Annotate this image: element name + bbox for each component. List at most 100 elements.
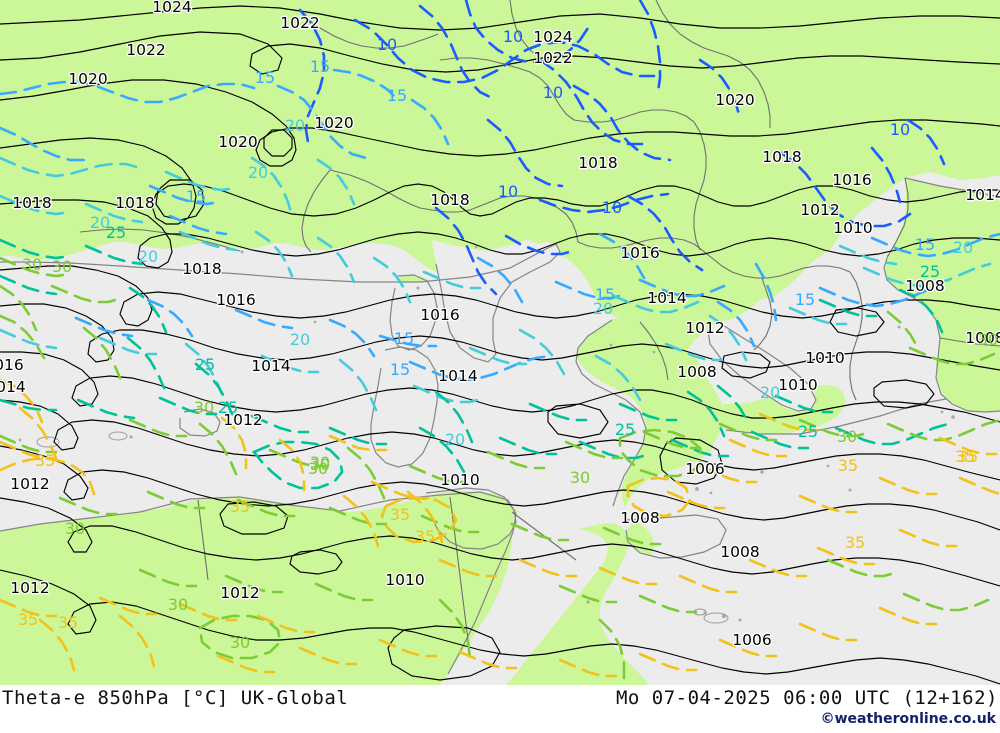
land-tunisia bbox=[428, 488, 516, 549]
isobar-label: 1008 bbox=[720, 543, 759, 561]
isobar-label: 1014 bbox=[647, 289, 686, 307]
thetae-label: 10 bbox=[377, 35, 397, 54]
thetae-label: 10 bbox=[543, 83, 563, 102]
isobar-label: 1016 bbox=[420, 306, 459, 324]
sea-adriatic bbox=[708, 322, 816, 411]
thetae-label: 25 bbox=[615, 420, 635, 439]
thetae-label: 30 bbox=[22, 255, 42, 274]
thetae-label: 20 bbox=[760, 383, 780, 402]
thetae-label: 25 bbox=[218, 398, 238, 417]
thetae-label: 20 bbox=[290, 330, 310, 349]
thetae-contour-25 bbox=[0, 238, 950, 490]
isobar-label: 1008 bbox=[905, 277, 944, 295]
thetae-label: 35 bbox=[58, 613, 78, 632]
thetae-label: 35 bbox=[35, 451, 55, 470]
isobar-label: 1020 bbox=[314, 114, 353, 132]
thetae-label: 30 bbox=[308, 459, 328, 478]
isobar-label: 1012 bbox=[10, 475, 49, 493]
isobar-label: 1014 bbox=[965, 186, 1000, 204]
thetae-label: 15 bbox=[310, 57, 330, 76]
thetae-label: 30 bbox=[230, 633, 250, 652]
isobar-labels: 1024102210241022102210201020102010201018… bbox=[0, 0, 1000, 650]
thetae-label: 10 bbox=[498, 182, 518, 201]
thetae-contour-30 bbox=[0, 256, 1000, 680]
thetae-contour-20 bbox=[0, 156, 992, 412]
isobar-label: 1010 bbox=[778, 376, 817, 394]
thetae-label: 30 bbox=[65, 519, 85, 538]
isobar-label: 1012 bbox=[800, 201, 839, 219]
isobar-label: 1006 bbox=[732, 631, 771, 649]
map-panel[interactable]: 1024 1022 1024 1022 1022 1020 1020 1020 1020 1018… bbox=[0, 0, 1000, 685]
isobar-label: 1014 bbox=[438, 367, 477, 385]
isobar-label: 1012 bbox=[223, 411, 262, 429]
thetae-label: 20 bbox=[248, 163, 268, 182]
isobar-label: 1010 bbox=[805, 349, 844, 367]
thetae-label: 35 bbox=[838, 456, 858, 475]
thetae-label: 35 bbox=[230, 497, 250, 516]
thetae-label: 35 bbox=[955, 447, 975, 466]
sea-ligurian bbox=[432, 240, 560, 362]
thetae-label: 20 bbox=[285, 116, 305, 135]
thetae-contour-35 bbox=[0, 378, 1000, 678]
land-europe bbox=[0, 0, 1000, 358]
thetae-label: 15 bbox=[390, 360, 410, 379]
thetae-label: 25 bbox=[798, 422, 818, 441]
thetae-contour-15 bbox=[0, 68, 1000, 382]
thetae-label: 15 bbox=[186, 187, 206, 206]
thetae-label: 15 bbox=[387, 86, 407, 105]
land-greece bbox=[885, 178, 1000, 412]
isobar-label: 1022 bbox=[280, 14, 319, 32]
thetae-label: 30 bbox=[310, 455, 330, 474]
isobar-label: 1024 bbox=[152, 0, 191, 16]
footer-bar: Theta-e 850hPa [°C] UK-Global Mo 07-04-2… bbox=[0, 685, 1000, 733]
isobar-label: 1006 bbox=[685, 460, 724, 478]
isobar-label: 1024 bbox=[533, 28, 572, 46]
thetae-label: 30 bbox=[570, 468, 590, 487]
isobar-label: 1010 bbox=[833, 219, 872, 237]
thetae-label: 35 bbox=[958, 447, 978, 466]
thetae-label: 20 bbox=[445, 430, 465, 449]
footer-datetime: Mo 07-04-2025 06:00 UTC (12+162) bbox=[615, 687, 998, 709]
isobar-label: 1022 bbox=[533, 49, 572, 67]
thetae-label: 15 bbox=[255, 68, 275, 87]
thetae-label: 25 bbox=[195, 355, 215, 374]
thetae-label: 10 bbox=[503, 27, 523, 46]
isobar-label: 1012 bbox=[685, 319, 724, 337]
thetae-label: 35 bbox=[18, 610, 38, 629]
isobar-label: 1014 bbox=[0, 378, 26, 396]
thetae-label: 10 bbox=[890, 120, 910, 139]
thetae-label: 30 bbox=[168, 595, 188, 614]
thetae-label: 15 bbox=[915, 235, 935, 254]
thetae-label: 20 bbox=[953, 238, 973, 257]
thetae-label: 30 bbox=[310, 453, 330, 472]
footer-watermark: ©weatheronline.co.uk bbox=[820, 711, 996, 727]
isobar-label: 1020 bbox=[218, 133, 257, 151]
isobar-label: 1020 bbox=[715, 91, 754, 109]
isobar-label: 1016 bbox=[0, 356, 24, 374]
isobar-label: 1018 bbox=[12, 194, 51, 212]
thetae-label: 20 bbox=[593, 299, 613, 318]
thetae-label: 15 bbox=[595, 285, 615, 304]
isobar-label: 1018 bbox=[182, 260, 221, 278]
thetae-label: 30 bbox=[194, 398, 214, 417]
isobar-layer bbox=[0, 5, 1000, 685]
thetae-label: 15 bbox=[795, 290, 815, 309]
isobar-label: 1018 bbox=[115, 194, 154, 212]
sea-gulf-sidra bbox=[440, 512, 608, 685]
thetae-label: 30 bbox=[52, 257, 72, 276]
isobar-label: 1018 bbox=[430, 191, 469, 209]
isobar-label: 1012 bbox=[10, 579, 49, 597]
thetae-label: 25 bbox=[920, 262, 940, 281]
thetae-label: 25 bbox=[106, 223, 126, 242]
thetae-label: 10 bbox=[602, 198, 622, 217]
isobar-label: 1008 bbox=[677, 363, 716, 381]
coastline-layer bbox=[0, 177, 1000, 675]
map-canvas[interactable]: 1024102210241022102210201020102010201018… bbox=[0, 0, 1000, 685]
thetae-label: 30 bbox=[837, 427, 857, 446]
isobar-label: 1008 bbox=[965, 329, 1000, 347]
isobar-label: 1020 bbox=[68, 70, 107, 88]
thetae-contour-10 bbox=[298, 0, 946, 296]
isobar-label: 1014 bbox=[251, 357, 290, 375]
